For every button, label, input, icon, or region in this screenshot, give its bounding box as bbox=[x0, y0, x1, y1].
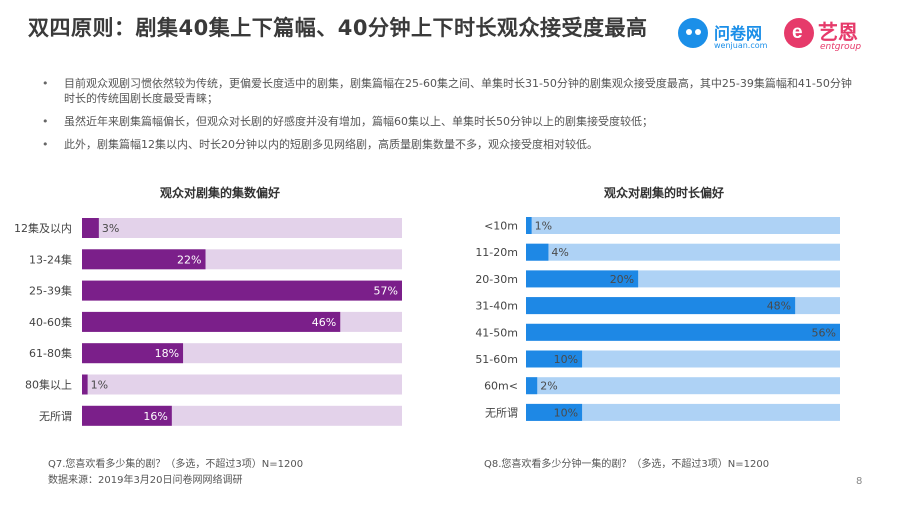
bar bbox=[526, 323, 840, 341]
duration-chart-title: 观众对剧集的时长偏好 bbox=[604, 186, 725, 200]
bar-track bbox=[526, 217, 840, 234]
duration-chart-note: Q8.您喜欢看多少分钟一集的剧？（多选，不超过3项）N=1200 bbox=[484, 459, 770, 470]
bar bbox=[82, 374, 88, 395]
bullet-item: • 目前观众观剧习惯依然较为传统，更偏爱长度适中的剧集，剧集篇幅在25-60集之… bbox=[38, 76, 858, 106]
bar-row: 无所谓 10% bbox=[485, 403, 840, 421]
bar-track bbox=[82, 218, 402, 238]
bullet-text: 此外，剧集篇幅12集以内、时长20分钟以内的短剧多见网络剧，高质量剧集数量不多，… bbox=[64, 138, 598, 151]
bar bbox=[526, 297, 796, 315]
bar-row: 无所谓 16% bbox=[39, 405, 402, 426]
wenjuan-mascot-icon bbox=[678, 18, 708, 48]
bar-track bbox=[526, 403, 840, 421]
duration-chart: <10m 1% 11-20m 4% 20-30m 20% 31-40m 48% 41-50m 56… bbox=[475, 217, 840, 421]
bullet-text: 目前观众观剧习惯依然较为传统，更偏爱长度适中的剧集，剧集篇幅在25-60集之间、… bbox=[64, 77, 852, 105]
value-label: 1% bbox=[535, 220, 552, 233]
bar-row: <10m 1% bbox=[484, 217, 840, 234]
value-label: 18% bbox=[155, 347, 179, 360]
value-label: 1% bbox=[91, 379, 108, 392]
bar bbox=[526, 217, 532, 234]
yien-logo-sub: entgroup bbox=[820, 42, 862, 52]
bar-track bbox=[526, 243, 840, 261]
value-label: 48% bbox=[767, 300, 791, 313]
category-label: 无所谓 bbox=[485, 406, 518, 419]
bar-row: 80集以上 1% bbox=[25, 374, 402, 395]
bar-row: 13-24集 22% bbox=[29, 249, 402, 270]
category-label: 80集以上 bbox=[25, 378, 72, 392]
category-label: 25-39集 bbox=[29, 284, 72, 298]
bar-row: 31-40m 48% bbox=[475, 297, 840, 315]
bullet-item: • 此外，剧集篇幅12集以内、时长20分钟以内的短剧多见网络剧，高质量剧集数量不… bbox=[38, 137, 858, 152]
episode-count-chart: 12集及以内 3% 13-24集 22% 25-39集 57% 40-60集 46% 61-80… bbox=[14, 218, 402, 426]
category-label: 51-60m bbox=[475, 353, 518, 366]
category-label: <10m bbox=[484, 220, 518, 233]
bullet-dot-icon: • bbox=[42, 115, 49, 128]
category-label: 41-50m bbox=[475, 326, 518, 339]
bar-track bbox=[526, 377, 840, 395]
bullet-dot-icon: • bbox=[42, 138, 49, 151]
bar-row: 51-60m 10% bbox=[475, 350, 840, 368]
value-label: 10% bbox=[554, 353, 578, 366]
bar-track bbox=[526, 350, 840, 368]
bar bbox=[526, 270, 639, 288]
bar bbox=[526, 350, 583, 368]
episode-chart-title: 观众对剧集的集数偏好 bbox=[160, 186, 281, 200]
bullet-text: 虽然近年来剧集篇幅偏长，但观众对长剧的好感度并没有增加，篇幅60集以上、单集时长… bbox=[64, 115, 653, 128]
bar bbox=[526, 403, 583, 421]
bar bbox=[82, 249, 206, 270]
category-label: 13-24集 bbox=[29, 252, 72, 266]
bar-row: 40-60集 46% bbox=[29, 311, 402, 332]
category-label: 20-30m bbox=[475, 273, 518, 286]
episode-chart-note: Q7.您喜欢看多少集的剧？（多选，不超过3项）N=1200 bbox=[48, 459, 304, 470]
bar-row: 25-39集 57% bbox=[29, 280, 402, 301]
data-source: 数据来源：2019年3月20日问卷网网络调研 bbox=[48, 475, 243, 486]
category-label: 无所谓 bbox=[39, 410, 72, 423]
value-label: 20% bbox=[610, 273, 634, 286]
category-label: 61-80集 bbox=[29, 346, 72, 360]
bar bbox=[82, 280, 402, 301]
wenjuan-logo-url: wenjuan.com bbox=[714, 41, 768, 50]
bullet-dot-icon: • bbox=[42, 77, 49, 90]
yien-logo-name: 艺恩 bbox=[818, 20, 858, 44]
bar bbox=[82, 343, 184, 364]
wenjuan-logo-name: 问卷网 bbox=[714, 24, 763, 43]
value-label: 2% bbox=[540, 380, 557, 393]
bar-row: 41-50m 56% bbox=[475, 323, 840, 341]
wenjuan-logo: 问卷网 wenjuan.com bbox=[678, 14, 778, 58]
bullet-item: • 虽然近年来剧集篇幅偏长，但观众对长剧的好感度并没有增加，篇幅60集以上、单集… bbox=[38, 114, 858, 129]
bar bbox=[526, 377, 538, 395]
value-label: 56% bbox=[812, 326, 836, 339]
bar bbox=[82, 218, 99, 238]
category-label: 31-40m bbox=[475, 300, 518, 313]
value-label: 46% bbox=[312, 316, 336, 329]
value-label: 3% bbox=[102, 222, 119, 235]
value-label: 57% bbox=[374, 285, 398, 298]
bar-track bbox=[82, 374, 402, 395]
category-label: 40-60集 bbox=[29, 315, 72, 329]
summary-bullets: • 目前观众观剧习惯依然较为传统，更偏爱长度适中的剧集，剧集篇幅在25-60集之… bbox=[38, 76, 858, 160]
bar bbox=[82, 405, 172, 426]
value-label: 22% bbox=[177, 253, 201, 266]
bar-row: 11-20m 4% bbox=[475, 243, 840, 261]
bar bbox=[82, 311, 341, 332]
value-label: 4% bbox=[551, 246, 568, 259]
value-label: 16% bbox=[143, 410, 167, 423]
bar-row: 60m< 2% bbox=[484, 377, 840, 395]
page-number: 8 bbox=[856, 476, 863, 487]
bar-row: 20-30m 20% bbox=[475, 270, 840, 288]
category-label: 12集及以内 bbox=[14, 221, 72, 235]
bar-row: 61-80集 18% bbox=[29, 343, 402, 364]
bar-row: 12集及以内 3% bbox=[14, 218, 402, 238]
page-title: 双四原则：剧集40集上下篇幅、40分钟上下时长观众接受度最高 bbox=[28, 16, 648, 40]
yien-logo: e 艺恩 entgroup bbox=[784, 16, 884, 58]
category-label: 60m< bbox=[484, 380, 518, 393]
value-label: 10% bbox=[554, 406, 578, 419]
category-label: 11-20m bbox=[475, 246, 518, 259]
bar bbox=[526, 243, 549, 261]
yien-e-icon: e bbox=[784, 18, 814, 48]
